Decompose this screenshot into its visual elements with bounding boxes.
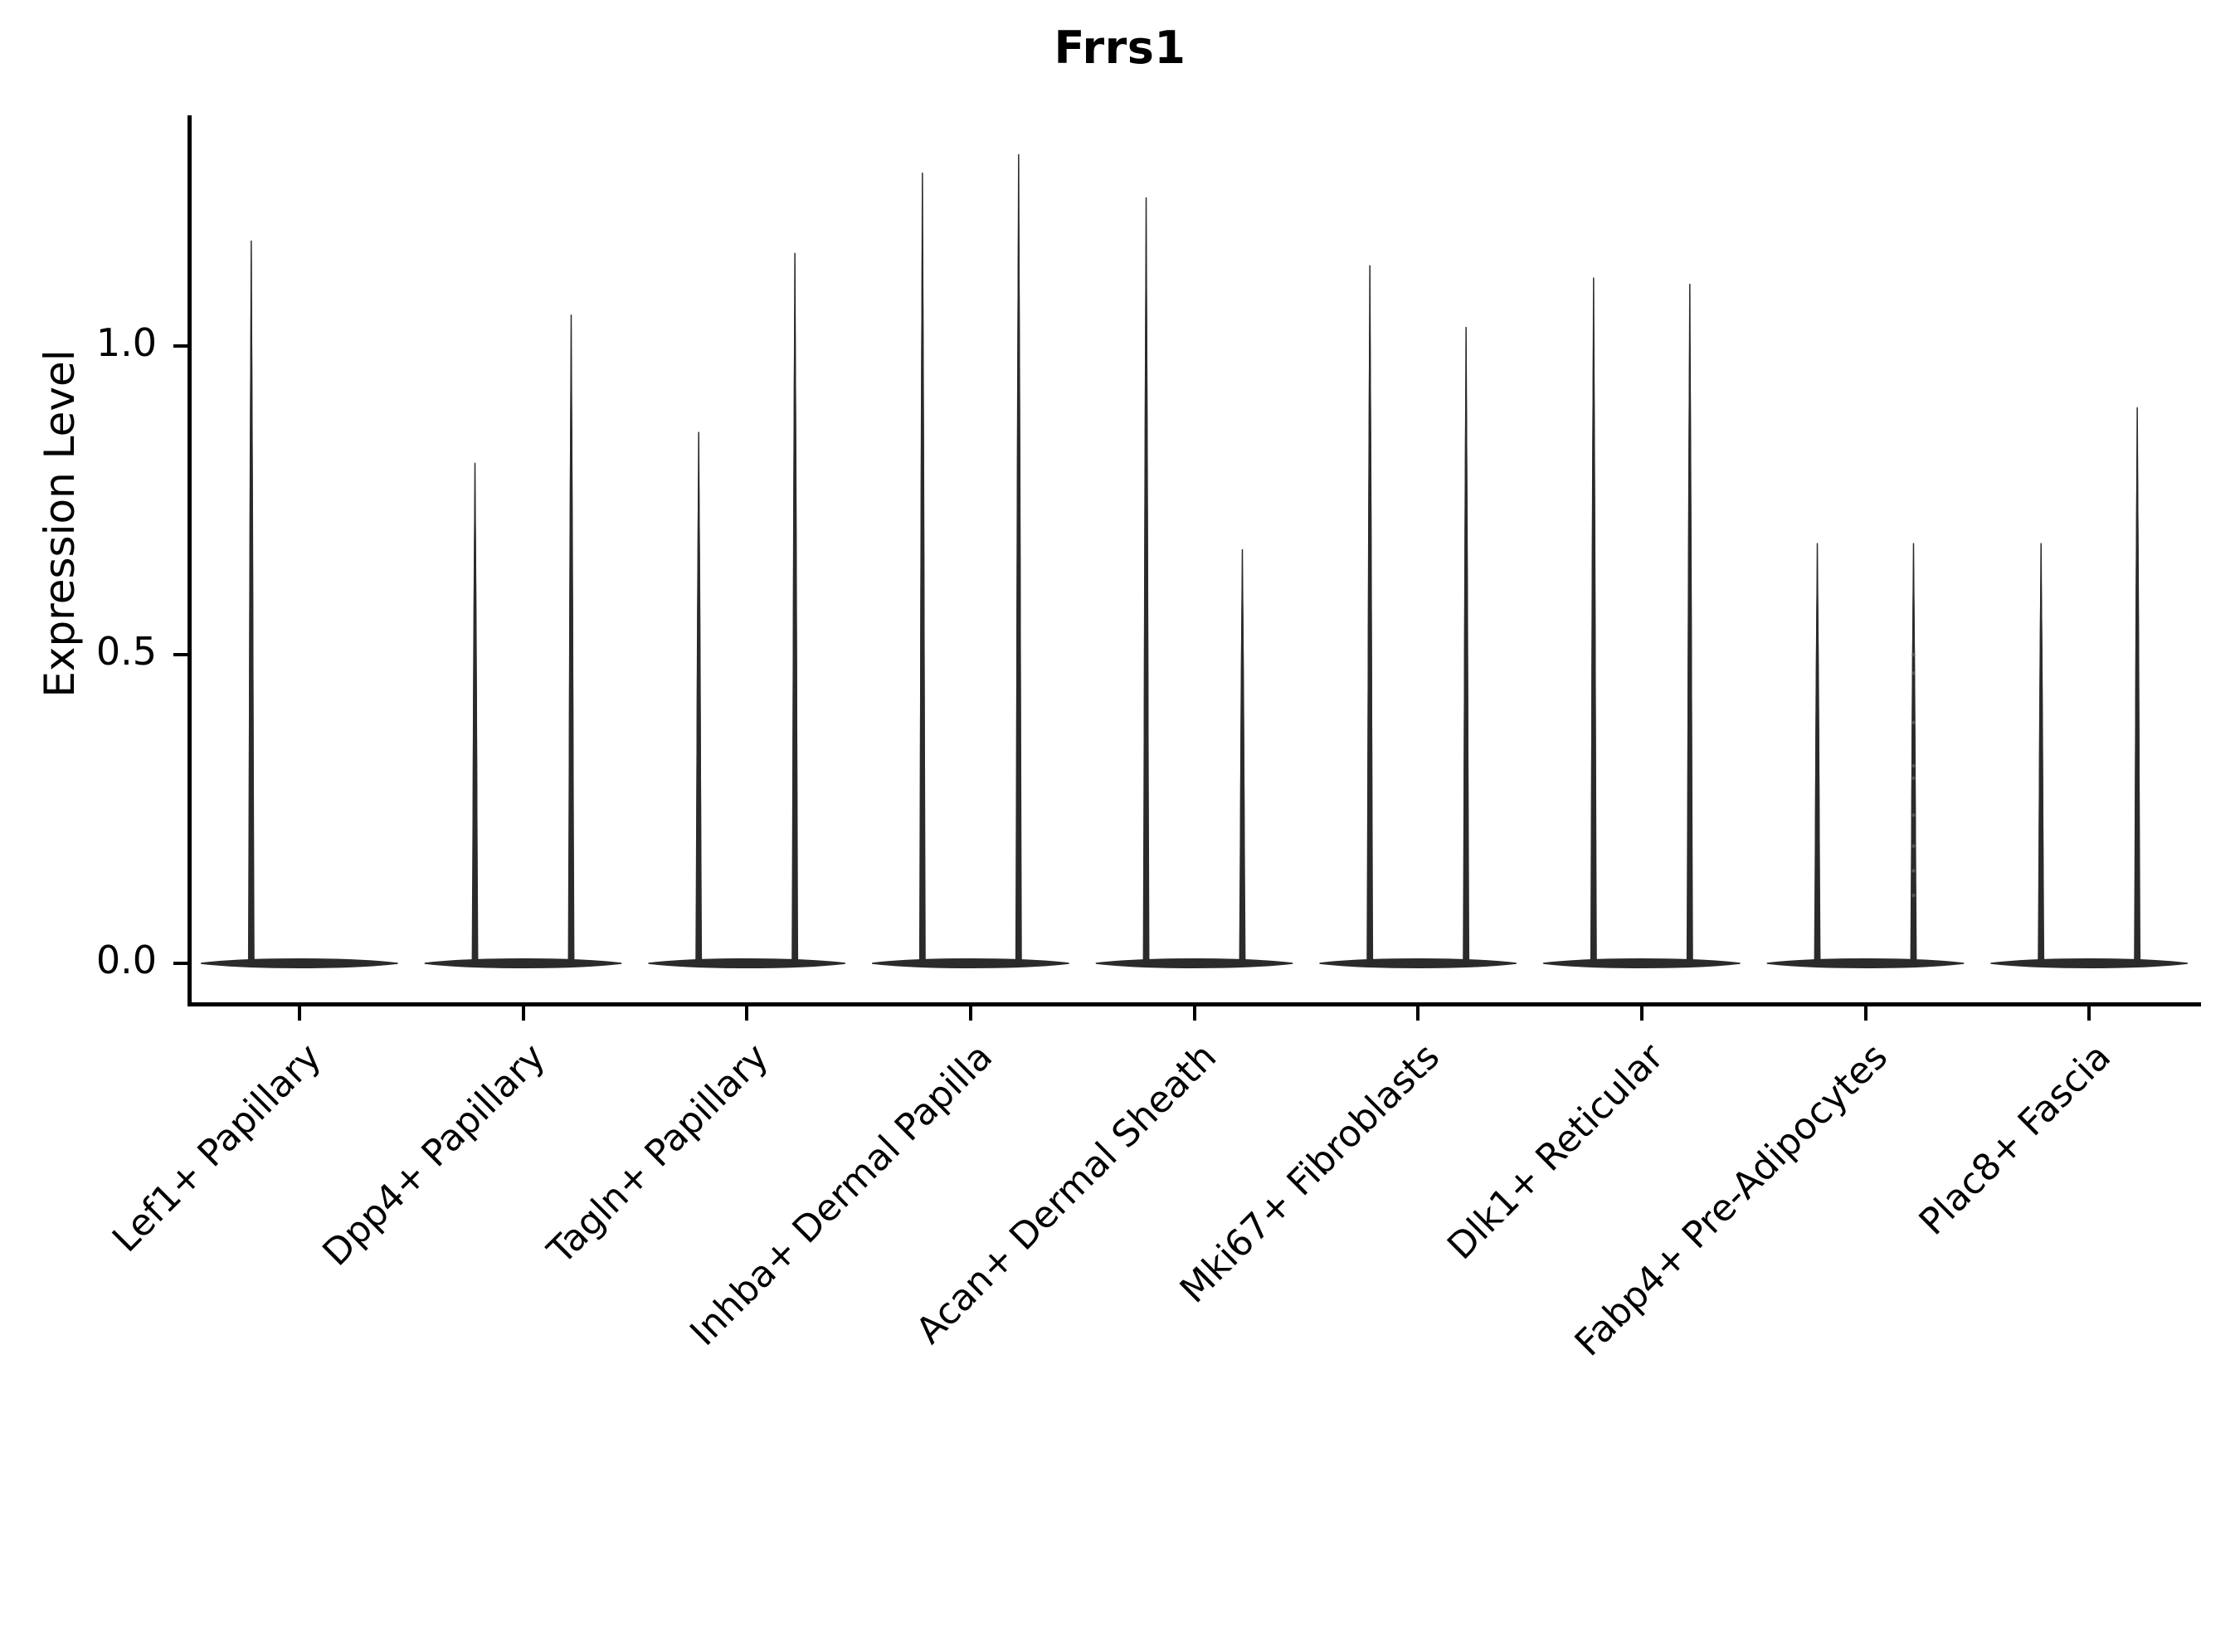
violin-tail — [1142, 197, 1150, 964]
y-tick-label: 0.0 — [95, 938, 157, 982]
plot-area — [187, 115, 2200, 1005]
violin-base — [1095, 958, 1293, 968]
x-tick-mark — [2087, 1006, 2091, 1021]
violin-series-svg — [201, 154, 2188, 968]
violin-plot-figure: Frrs1 Expression Level 0.0 0.5 1.0 Lef1+ P… — [36, 22, 2201, 1365]
x-axis-spine — [187, 1002, 2201, 1006]
jitter-point — [1911, 652, 1916, 657]
x-tick-mark — [1863, 1006, 1867, 1021]
violin-group — [1766, 543, 1965, 968]
violin-tail — [2038, 543, 2045, 964]
violin-group — [201, 240, 398, 968]
violin-tail — [791, 252, 799, 964]
violin-tail — [695, 431, 703, 964]
violin-jitter-points — [1911, 652, 1916, 898]
violin-tail — [1686, 283, 1693, 964]
violin-tail — [918, 172, 926, 964]
x-tick-mark — [1192, 1006, 1196, 1021]
x-tick-mark — [521, 1006, 525, 1021]
violin-tail — [1015, 154, 1022, 964]
violin-base — [201, 958, 398, 968]
jitter-point — [1911, 776, 1916, 780]
violin-group — [1990, 407, 2188, 968]
violin-tail — [1463, 326, 1470, 964]
violin-group — [1319, 265, 1517, 968]
violin-base — [648, 958, 845, 968]
x-tick-mark — [745, 1006, 749, 1021]
jitter-point — [1911, 813, 1916, 817]
jitter-point — [1911, 671, 1916, 675]
violin-base — [424, 958, 622, 968]
jitter-point — [1911, 763, 1916, 768]
violin-tail — [1239, 548, 1246, 964]
violin-tail — [567, 314, 575, 964]
violin-tail — [1910, 543, 1917, 964]
violin-group — [872, 154, 1069, 968]
violin-tail — [1590, 277, 1597, 964]
y-tick-label: 0.5 — [95, 629, 157, 674]
violin-group — [648, 252, 845, 968]
violin-tail — [471, 462, 479, 964]
jitter-point — [1911, 720, 1916, 725]
x-tick-mark — [968, 1006, 972, 1021]
y-tick-mark — [173, 962, 187, 965]
violin-base — [872, 958, 1069, 968]
violin-tail — [247, 240, 255, 964]
y-tick-mark — [173, 344, 187, 348]
violin-base — [1766, 958, 1965, 968]
jitter-point — [1911, 844, 1916, 848]
violin-tail — [1814, 543, 1821, 964]
y-axis-spine — [187, 115, 192, 1006]
violin-group — [1095, 197, 1293, 968]
violin-base — [1543, 958, 1741, 968]
violin-tail — [2134, 407, 2141, 964]
violin-base — [1990, 958, 2188, 968]
violin-group — [1543, 277, 1741, 968]
x-tick-mark — [297, 1006, 301, 1021]
page-title: Frrs1 — [1054, 22, 1186, 74]
x-tick-mark — [1639, 1006, 1643, 1021]
violin-tail — [1366, 265, 1374, 964]
jitter-point — [1911, 893, 1916, 898]
violin-base — [1319, 958, 1517, 968]
x-tick-mark — [1416, 1006, 1420, 1021]
violin-group — [424, 314, 622, 968]
y-tick-mark — [173, 653, 187, 656]
y-tick-label: 1.0 — [95, 320, 157, 365]
jitter-point — [1911, 869, 1916, 873]
